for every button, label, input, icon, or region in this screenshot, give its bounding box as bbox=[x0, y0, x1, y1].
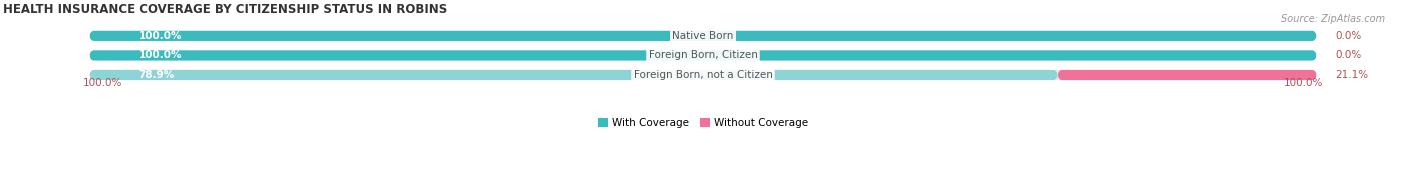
Text: HEALTH INSURANCE COVERAGE BY CITIZENSHIP STATUS IN ROBINS: HEALTH INSURANCE COVERAGE BY CITIZENSHIP… bbox=[3, 4, 447, 16]
FancyBboxPatch shape bbox=[90, 70, 1057, 80]
Text: Foreign Born, Citizen: Foreign Born, Citizen bbox=[648, 50, 758, 60]
Text: 0.0%: 0.0% bbox=[1336, 31, 1361, 41]
Text: Native Born: Native Born bbox=[672, 31, 734, 41]
FancyBboxPatch shape bbox=[1057, 70, 1316, 80]
FancyBboxPatch shape bbox=[90, 50, 1316, 61]
Text: Foreign Born, not a Citizen: Foreign Born, not a Citizen bbox=[634, 70, 772, 80]
Text: 100.0%: 100.0% bbox=[138, 31, 181, 41]
Text: 100.0%: 100.0% bbox=[1284, 78, 1323, 88]
Text: Source: ZipAtlas.com: Source: ZipAtlas.com bbox=[1281, 14, 1385, 24]
FancyBboxPatch shape bbox=[90, 50, 1316, 61]
FancyBboxPatch shape bbox=[90, 31, 1316, 41]
FancyBboxPatch shape bbox=[90, 31, 1316, 41]
Text: 21.1%: 21.1% bbox=[1336, 70, 1368, 80]
Text: 100.0%: 100.0% bbox=[83, 78, 122, 88]
Legend: With Coverage, Without Coverage: With Coverage, Without Coverage bbox=[593, 114, 813, 132]
FancyBboxPatch shape bbox=[90, 70, 1316, 80]
Text: 0.0%: 0.0% bbox=[1336, 50, 1361, 60]
Text: 78.9%: 78.9% bbox=[138, 70, 174, 80]
Text: 100.0%: 100.0% bbox=[138, 50, 181, 60]
